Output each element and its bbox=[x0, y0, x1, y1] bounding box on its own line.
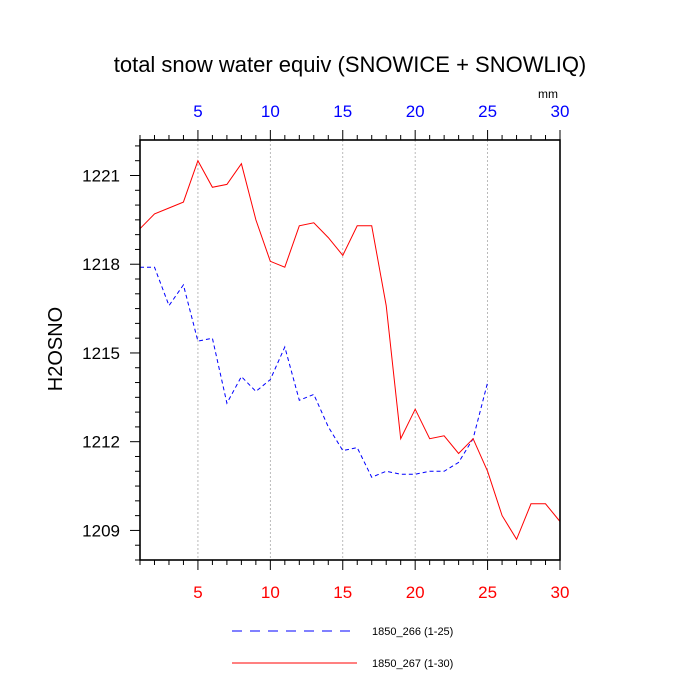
series-layer bbox=[139, 159, 561, 541]
x-tick-label-bottom: 10 bbox=[261, 583, 280, 602]
y-tick-label: 1212 bbox=[82, 433, 120, 452]
legend-label-1: 1850_266 (1-25) bbox=[372, 626, 453, 638]
series-line-2 bbox=[139, 159, 561, 541]
chart-title: total snow water equiv (SNOWICE + SNOWLI… bbox=[114, 52, 587, 77]
x-tick-label-top: 10 bbox=[261, 102, 280, 121]
x-tick-label-top: 15 bbox=[333, 102, 352, 121]
y-tick-label: 1209 bbox=[82, 521, 120, 540]
y-axis-label: H2OSNO bbox=[45, 307, 67, 391]
units-label: mm bbox=[538, 87, 558, 101]
x-tick-label-top: 30 bbox=[551, 102, 570, 121]
y-tick-label: 1218 bbox=[82, 255, 120, 274]
axis-ticks: 5 5 10 10 15 15 20 20 25 25 30 30 1209 1212 1215 1218 12… bbox=[82, 102, 569, 602]
x-tick-label-bottom: 30 bbox=[551, 583, 570, 602]
legend: 1850_266 (1-25) 1850_267 (1-30) bbox=[232, 626, 453, 670]
x-tick-label-bottom: 15 bbox=[333, 583, 352, 602]
grid-lines bbox=[197, 140, 488, 560]
y-tick-label: 1215 bbox=[82, 344, 120, 363]
y-tick-label: 1221 bbox=[82, 166, 120, 185]
x-tick-label-top: 20 bbox=[406, 102, 425, 121]
legend-label-2: 1850_267 (1-30) bbox=[372, 658, 453, 670]
x-tick-label-bottom: 20 bbox=[406, 583, 425, 602]
x-tick-label-bottom: 5 bbox=[193, 583, 202, 602]
x-tick-label-top: 5 bbox=[193, 102, 202, 121]
x-tick-label-top: 25 bbox=[478, 102, 497, 121]
plot-frame bbox=[139, 139, 561, 561]
series-line-1 bbox=[140, 266, 489, 478]
x-tick-label-bottom: 25 bbox=[478, 583, 497, 602]
